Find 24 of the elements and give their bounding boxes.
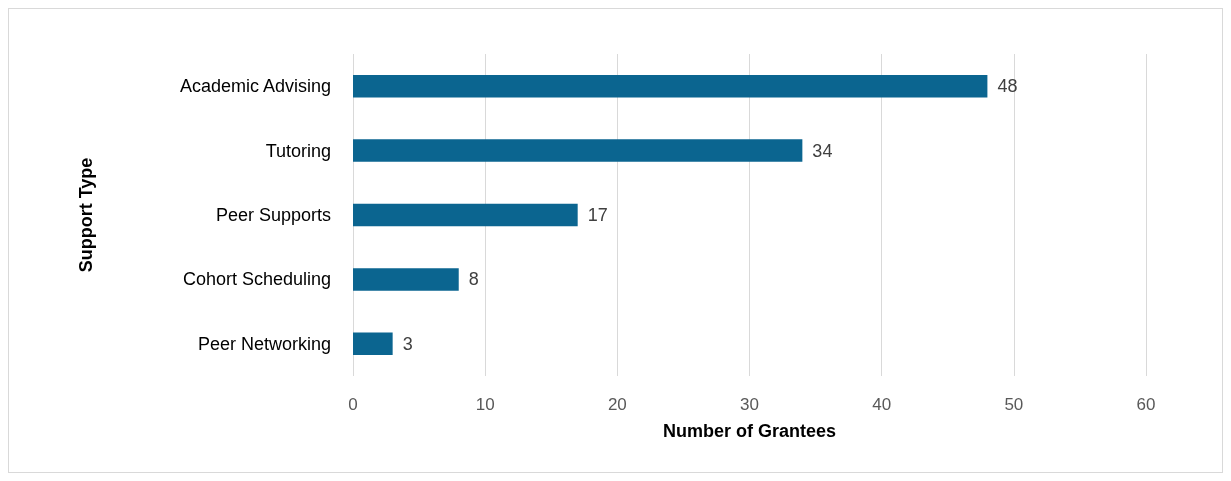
x-tick-label: 10 bbox=[475, 395, 495, 414]
data-label: 48 bbox=[997, 76, 1018, 97]
y-tick-label: Cohort Scheduling bbox=[182, 269, 331, 290]
data-label: 34 bbox=[812, 140, 833, 161]
data-label: 17 bbox=[587, 205, 608, 225]
x-tick-label: 50 bbox=[1004, 395, 1024, 414]
y-axis-title: Support Type bbox=[76, 157, 96, 273]
y-tick-label: Peer Supports bbox=[215, 205, 331, 225]
x-tick-label: 0 bbox=[348, 395, 358, 414]
x-tick-label: 40 bbox=[872, 395, 892, 414]
y-tick-label: Peer Networking bbox=[197, 333, 331, 354]
x-axis-title: Number of Grantees bbox=[662, 421, 837, 441]
y-tick-label: Tutoring bbox=[265, 140, 331, 161]
x-tick-label: 20 bbox=[607, 395, 627, 414]
bar bbox=[353, 268, 459, 291]
bar bbox=[353, 332, 393, 356]
data-label: 3 bbox=[402, 333, 413, 354]
bar bbox=[353, 139, 803, 162]
x-tick-label: 30 bbox=[740, 395, 759, 414]
data-label: 8 bbox=[468, 269, 479, 290]
x-tick-label: 60 bbox=[1136, 395, 1156, 414]
bar bbox=[353, 203, 578, 227]
y-tick-label: Academic Advising bbox=[179, 76, 331, 97]
bar bbox=[353, 74, 988, 98]
